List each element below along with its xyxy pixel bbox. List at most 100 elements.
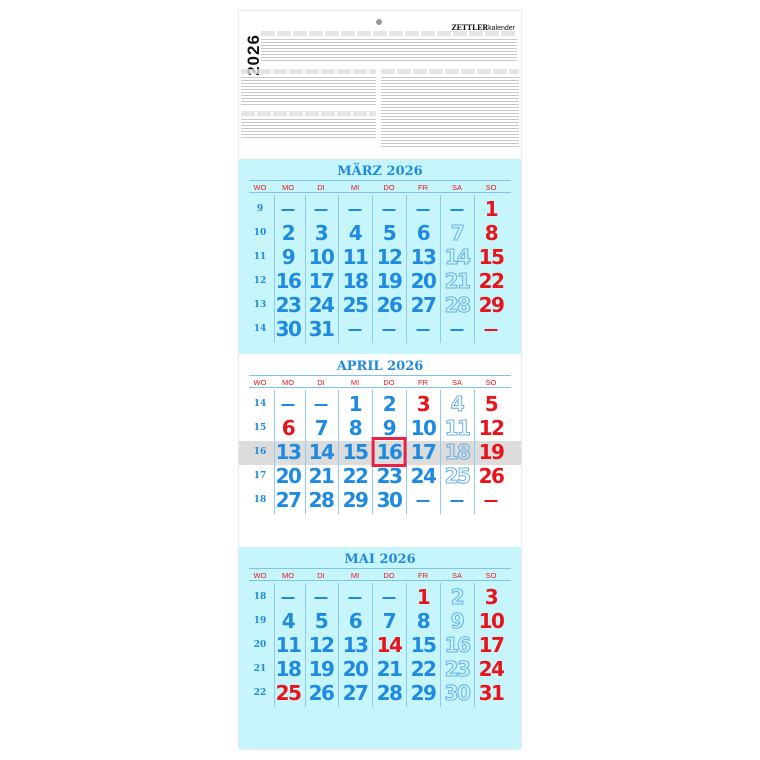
day-cell[interactable]: 16 <box>371 437 407 467</box>
day-cell[interactable]: 26 <box>478 464 505 488</box>
day-cell[interactable]: 13 <box>342 633 369 657</box>
day-cell[interactable]: 9 <box>382 416 397 440</box>
day-cell[interactable]: 30 <box>275 317 302 341</box>
day-cell[interactable]: 17 <box>410 440 437 464</box>
day-cell[interactable]: 28 <box>308 488 335 512</box>
column-separator <box>338 583 339 707</box>
day-cell[interactable]: 2 <box>450 585 465 610</box>
day-cell[interactable]: 10 <box>308 245 335 269</box>
day-cell[interactable]: 13 <box>410 245 437 269</box>
day-cell[interactable]: 10 <box>478 609 505 633</box>
day-cell[interactable]: 15 <box>478 245 505 269</box>
day-cell[interactable]: 31 <box>478 681 505 705</box>
weekday-header: MO <box>281 183 295 192</box>
day-cell[interactable]: 6 <box>281 416 296 440</box>
day-cell[interactable]: 24 <box>410 464 437 488</box>
day-cell[interactable]: 23 <box>444 657 471 682</box>
day-cell[interactable]: 28 <box>444 293 471 318</box>
day-cell[interactable]: 27 <box>275 488 302 512</box>
day-cell[interactable]: 10 <box>410 416 437 440</box>
day-cell[interactable]: 3 <box>416 392 431 416</box>
day-cell[interactable]: 6 <box>348 609 363 633</box>
day-cell[interactable]: 4 <box>450 392 465 417</box>
day-cell[interactable]: 25 <box>444 464 471 489</box>
day-cell[interactable]: 2 <box>281 221 296 245</box>
weekday-header: DI <box>317 571 325 580</box>
day-cell[interactable]: 19 <box>376 269 403 293</box>
day-cell[interactable]: 7 <box>314 416 329 440</box>
day-cell[interactable]: 20 <box>342 657 369 681</box>
day-cell[interactable]: 16 <box>444 633 471 658</box>
month-panel: MÄRZ 2026 WO MO DI MI DO FR SA SO 9 1 10 2 3 4 5 6 7 8 11 9 1… <box>239 159 521 354</box>
day-cell[interactable]: 12 <box>376 245 403 269</box>
day-cell[interactable]: 15 <box>410 633 437 657</box>
empty-day-dash <box>314 404 328 406</box>
day-cell[interactable]: 9 <box>281 245 296 269</box>
day-cell[interactable]: 26 <box>376 293 403 317</box>
day-cell[interactable]: 25 <box>275 681 302 705</box>
day-cell[interactable]: 29 <box>478 293 505 317</box>
day-cell[interactable]: 21 <box>376 657 403 681</box>
day-cell[interactable]: 18 <box>444 440 471 465</box>
day-cell[interactable]: 5 <box>314 609 329 633</box>
day-cell[interactable]: 16 <box>275 269 302 293</box>
day-cell[interactable]: 15 <box>342 440 369 464</box>
day-cell[interactable]: 23 <box>275 293 302 317</box>
day-cell[interactable]: 4 <box>348 221 363 245</box>
day-cell[interactable]: 5 <box>484 392 499 416</box>
day-cell[interactable]: 3 <box>314 221 329 245</box>
day-cell[interactable]: 11 <box>444 416 471 441</box>
day-cell[interactable]: 17 <box>308 269 335 293</box>
day-cell[interactable]: 12 <box>478 416 505 440</box>
day-cell[interactable]: 14 <box>376 633 403 657</box>
day-cell[interactable]: 20 <box>275 464 302 488</box>
day-cell[interactable]: 9 <box>450 609 465 634</box>
empty-day-dash <box>382 329 396 331</box>
column-separator <box>372 195 373 343</box>
day-cell[interactable]: 29 <box>410 681 437 705</box>
day-cell[interactable]: 19 <box>308 657 335 681</box>
day-cell[interactable]: 24 <box>308 293 335 317</box>
day-cell[interactable]: 14 <box>308 440 335 464</box>
day-cell[interactable]: 13 <box>275 440 302 464</box>
day-cell[interactable]: 14 <box>444 245 471 270</box>
day-cell[interactable]: 21 <box>308 464 335 488</box>
day-cell[interactable]: 18 <box>342 269 369 293</box>
day-cell[interactable]: 8 <box>348 416 363 440</box>
day-cell[interactable]: 31 <box>308 317 335 341</box>
day-cell[interactable]: 27 <box>410 293 437 317</box>
day-cell[interactable]: 1 <box>348 392 363 416</box>
day-cell[interactable]: 2 <box>382 392 397 416</box>
day-cell[interactable]: 5 <box>382 221 397 245</box>
day-cell[interactable]: 3 <box>484 585 499 609</box>
day-cell[interactable]: 7 <box>382 609 397 633</box>
day-cell[interactable]: 22 <box>478 269 505 293</box>
day-cell[interactable]: 20 <box>410 269 437 293</box>
day-cell[interactable]: 1 <box>484 197 499 221</box>
day-cell[interactable]: 24 <box>478 657 505 681</box>
empty-day-dash <box>416 500 430 502</box>
day-cell[interactable]: 27 <box>342 681 369 705</box>
day-cell[interactable]: 11 <box>275 633 302 657</box>
day-cell[interactable]: 26 <box>308 681 335 705</box>
day-cell[interactable]: 8 <box>484 221 499 245</box>
day-cell[interactable]: 28 <box>376 681 403 705</box>
day-cell[interactable]: 1 <box>416 585 431 609</box>
day-cell[interactable]: 6 <box>416 221 431 245</box>
day-cell[interactable]: 18 <box>275 657 302 681</box>
day-cell[interactable]: 23 <box>376 464 403 488</box>
day-cell[interactable]: 12 <box>308 633 335 657</box>
day-cell[interactable]: 22 <box>410 657 437 681</box>
day-cell[interactable]: 29 <box>342 488 369 512</box>
day-cell[interactable]: 17 <box>478 633 505 657</box>
day-cell[interactable]: 21 <box>444 269 471 294</box>
day-cell[interactable]: 11 <box>342 245 369 269</box>
day-cell[interactable]: 4 <box>281 609 296 633</box>
day-cell[interactable]: 30 <box>376 488 403 512</box>
day-cell[interactable]: 30 <box>444 681 471 706</box>
day-cell[interactable]: 22 <box>342 464 369 488</box>
day-cell[interactable]: 8 <box>416 609 431 633</box>
day-cell[interactable]: 7 <box>450 221 465 246</box>
day-cell[interactable]: 19 <box>478 440 505 464</box>
day-cell[interactable]: 25 <box>342 293 369 317</box>
